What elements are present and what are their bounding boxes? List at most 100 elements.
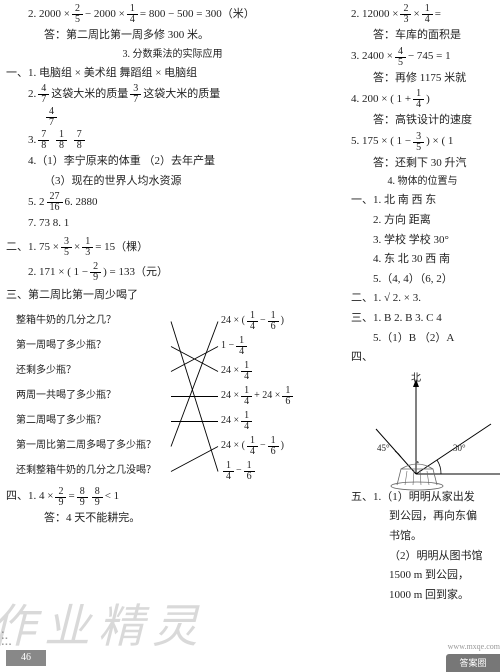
t: 书馆。	[389, 528, 422, 546]
qa-expression: 24 × 14	[221, 359, 351, 384]
t: 答：车库的面积是	[373, 27, 461, 45]
frac: 78	[38, 130, 49, 151]
rwu-5: 1500 m 到公园，	[351, 567, 494, 585]
ryi-1: 一、1. 北 南 西 东	[351, 192, 494, 210]
frac: 25	[72, 4, 83, 25]
t: 这袋大米的质量	[143, 86, 220, 104]
rwu-2: 到公园，再向东偏	[351, 508, 494, 526]
t: 5. 2	[28, 194, 45, 212]
yi-7: 7. 73 8. 1	[6, 215, 339, 233]
angle-30: 30°	[453, 441, 466, 455]
t: 二、1. √ 2. × 3.	[351, 290, 421, 308]
rer: 二、1. √ 2. × 3.	[351, 290, 494, 308]
r-expr-2: 2. 12000 × 23 × 14 =	[351, 4, 494, 25]
yi-2a: 2. 47 这袋大米的质量 37 这袋大米的质量	[6, 84, 339, 105]
t: 1500 m 到公园，	[389, 567, 469, 585]
t: = 800 − 500 = 300（米）	[140, 6, 255, 24]
rwu-1: 五、1.（1）明明从家出发	[351, 489, 494, 507]
t: 答：高铁设计的速度	[373, 112, 472, 130]
rwu-6: 1000 m 回到家。	[351, 587, 494, 605]
qa-questions: 整箱牛奶的几分之几？第一周喝了多少瓶？还剩多少瓶？两周一共喝了多少瓶？第二周喝了…	[16, 309, 171, 484]
frac: 47	[38, 84, 49, 105]
ryi-5: 5.（4, 4）（6, 2）	[351, 271, 494, 289]
qa-expression: 24 × ( 14 − 16 )	[221, 434, 351, 459]
t: 3.	[28, 132, 36, 150]
si-ans: 答：4 天不能耕完。	[6, 510, 339, 528]
t: 4. 物体的位置与	[388, 176, 458, 187]
qa-expression: 14 − 16	[221, 459, 351, 484]
t: 三、第二周比第一周少喝了	[6, 287, 138, 305]
t: 4. 东 北 30 西 南	[373, 251, 450, 269]
frac: 37	[130, 84, 141, 105]
san-head: 三、第二周比第一周少喝了	[6, 287, 339, 305]
source-url: www.mxqe.com	[448, 641, 500, 654]
qa-question: 第二周喝了多少瓶？	[16, 409, 171, 434]
frac: 18	[56, 130, 67, 151]
qa-question: 第一周比第二周多喝了多少瓶？	[16, 434, 171, 459]
frac: 14	[413, 89, 424, 110]
t: 这袋大米的质量	[51, 86, 128, 104]
frac: 14	[422, 4, 433, 25]
t: （2）明明从图书馆	[389, 548, 483, 566]
answer-1: 答：第二周比第一周多修 300 米。	[6, 27, 339, 45]
t: 四、1. 4 ×	[6, 488, 53, 506]
left-column: 2. 2000 × 25 − 2000 × 14 = 800 − 500 = 3…	[0, 0, 345, 672]
frac: 2716	[47, 192, 63, 213]
frac: 14	[127, 4, 138, 25]
page-dots: ▪ ▪▪ ▪ ▪▪ ▪ ▪ ▪	[0, 630, 12, 648]
t: 3. 2400 ×	[351, 48, 393, 66]
section-3-title: 3. 分数乘法的实际应用	[6, 47, 339, 63]
qa-question: 还剩整箱牛奶的几分之几没喝？	[16, 459, 171, 484]
t: 一、1. 电脑组 × 美术组 舞蹈组 × 电脑组	[6, 65, 197, 83]
r-ans-2: 答：车库的面积是	[351, 27, 494, 45]
t: 答：4 天不能耕完。	[44, 510, 140, 528]
qa-question: 两周一共喝了多少瓶？	[16, 384, 171, 409]
source-badge: 答案圈	[446, 654, 500, 672]
t: 46	[21, 650, 31, 666]
frac: 78	[74, 130, 85, 151]
frac: 13	[82, 237, 93, 258]
rsan: 三、1. B 2. B 3. C 4	[351, 310, 494, 328]
t: 答案圈	[459, 656, 486, 670]
t: 6. 2880	[65, 194, 98, 212]
frac: 47	[46, 107, 57, 128]
north-label: 北	[411, 371, 421, 387]
page-number-badge: 46	[6, 650, 46, 666]
r-ans-4: 答：高铁设计的速度	[351, 112, 494, 130]
frac: 89	[92, 487, 103, 508]
t: 5.（1）B （2）A	[373, 330, 454, 348]
t: ×	[413, 6, 419, 24]
t: 到公园，再向东偏	[389, 508, 477, 526]
t: =	[435, 6, 441, 24]
t: 二、1. 75 ×	[6, 239, 59, 257]
rsan-5: 5.（1）B （2）A	[351, 330, 494, 348]
t: ×	[74, 239, 80, 257]
r-expr-3: 3. 2400 × 45 − 745 = 1	[351, 47, 494, 68]
r-expr-4: 4. 200 × ( 1 + 14 )	[351, 89, 494, 110]
frac: 29	[55, 487, 66, 508]
frac: 45	[395, 47, 406, 68]
frac: 35	[61, 237, 72, 258]
t: 1000 m 回到家。	[389, 587, 469, 605]
expr-1: 2. 2000 × 25 − 2000 × 14 = 800 − 500 = 3…	[6, 4, 339, 25]
t: − 2000 ×	[85, 6, 125, 24]
r-expr-5: 5. 175 × ( 1 − 35 ) × ( 1	[351, 132, 494, 153]
frac: 23	[400, 4, 411, 25]
t: 答：再修 1175 米就	[373, 70, 466, 88]
frac: 35	[413, 132, 424, 153]
right-column: 2. 12000 × 23 × 14 = 答：车库的面积是 3. 2400 × …	[345, 0, 500, 672]
t: 四、	[351, 349, 373, 367]
t: 4.（1）李宁原来的体重 （2）去年产量	[28, 153, 215, 171]
ryi-4: 4. 东 北 30 西 南	[351, 251, 494, 269]
qa-question: 第一周喝了多少瓶？	[16, 334, 171, 359]
qa-expression: 24 × 14	[221, 409, 351, 434]
ryi-3: 3. 学校 学校 30°	[351, 232, 494, 250]
t: （3）现在的世界人均水资源	[44, 173, 182, 191]
page-root: 2. 2000 × 25 − 2000 × 14 = 800 − 500 = 3…	[0, 0, 500, 672]
carousel-icon	[387, 461, 447, 491]
qa-expression: 1 − 14	[221, 334, 351, 359]
qa-question: 还剩多少瓶？	[16, 359, 171, 384]
rwu-4: （2）明明从图书馆	[351, 548, 494, 566]
t: < 1	[105, 488, 119, 506]
t: ) × ( 1	[426, 133, 453, 151]
